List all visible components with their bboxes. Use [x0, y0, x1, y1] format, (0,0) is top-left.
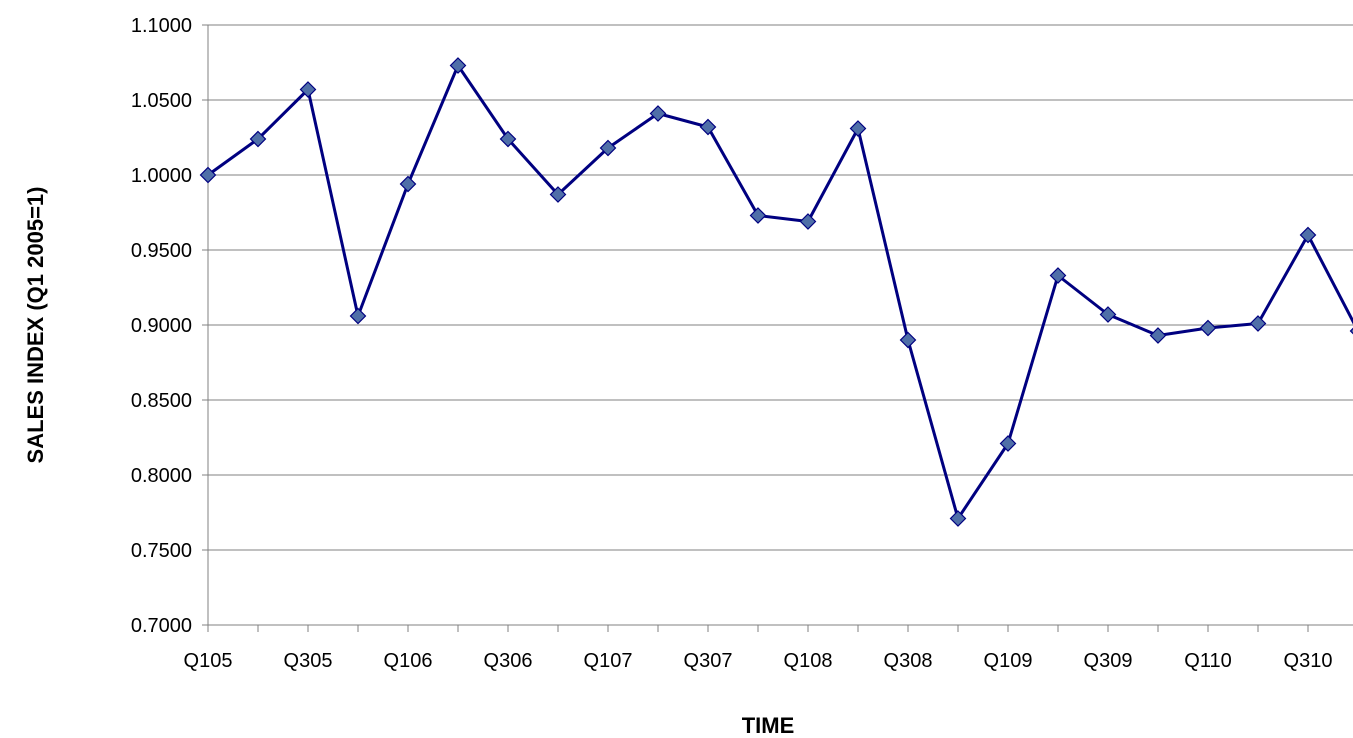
x-tick-label: Q305 [284, 650, 333, 672]
data-point-marker [1299, 226, 1317, 244]
data-point-marker [349, 307, 367, 325]
gridlines [208, 24, 1353, 551]
data-point-marker [1349, 327, 1353, 335]
data-point-marker [299, 81, 317, 98]
data-point-marker [399, 175, 417, 193]
data-point-marker [999, 435, 1017, 452]
y-tick-label: 0.8500 [131, 390, 192, 412]
x-tick-labels: Q105 Q305 Q106 Q306 Q107 Q307 Q108 Q308 Q109 Q309… [184, 650, 1333, 672]
x-tick-label: Q105 [184, 650, 233, 672]
x-tick-label: Q307 [684, 650, 733, 672]
x-tick-label: Q108 [784, 650, 833, 672]
data-point-marker [849, 120, 867, 137]
data-point-marker [249, 130, 267, 148]
series-layer [199, 57, 1353, 527]
data-point-marker [199, 166, 217, 184]
x-tick-label: Q106 [384, 650, 433, 672]
series-line [207, 64, 1353, 520]
data-point-marker [1199, 319, 1217, 337]
x-tick-label: Q109 [984, 650, 1033, 672]
x-tick-label: Q309 [1084, 650, 1133, 672]
x-tick-label: Q306 [484, 650, 533, 672]
x-tick-label: Q107 [584, 650, 633, 672]
data-point-marker [799, 213, 817, 230]
data-point-marker [649, 105, 667, 122]
y-tick-labels: 0.7000 0.7500 0.8000 0.8500 0.9000 0.9500 1.00… [131, 15, 192, 637]
y-tick-label: 0.9500 [131, 240, 192, 262]
x-tick-label: Q310 [1284, 650, 1333, 672]
y-tick-label: 0.7500 [131, 540, 192, 562]
x-axis-title: TIME [742, 713, 795, 738]
x-tick-label: Q110 [1184, 650, 1231, 672]
y-tick-label: 0.7000 [131, 615, 192, 637]
data-point-marker [1099, 306, 1117, 323]
y-tick-label: 1.1000 [131, 15, 192, 37]
data-point-marker [1049, 267, 1067, 284]
data-point-marker [1149, 327, 1167, 344]
data-point-marker [499, 130, 517, 148]
axes [202, 24, 1353, 632]
y-axis-title: SALES INDEX (Q1 2005=1) [23, 187, 48, 464]
y-tick-label: 1.0500 [131, 90, 192, 112]
data-point-marker [899, 331, 917, 349]
data-point-marker [1249, 315, 1267, 332]
data-point-marker [549, 186, 567, 203]
y-tick-label: 0.8000 [131, 465, 192, 487]
data-point-marker [749, 207, 767, 224]
data-point-marker [699, 118, 717, 136]
data-point-marker [599, 139, 617, 157]
y-tick-label: 1.0000 [131, 165, 192, 187]
x-tick-label: Q308 [884, 650, 933, 672]
data-point-marker [449, 57, 467, 74]
y-tick-label: 0.9000 [131, 315, 192, 337]
data-point-marker [949, 510, 967, 527]
